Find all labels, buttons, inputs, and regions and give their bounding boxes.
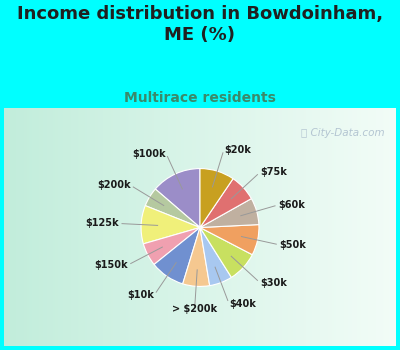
Text: Multirace residents: Multirace residents [124, 91, 276, 105]
Text: $150k: $150k [94, 260, 128, 270]
Text: $60k: $60k [278, 200, 305, 210]
Text: > $200k: > $200k [172, 304, 217, 314]
Text: $30k: $30k [260, 278, 287, 288]
Wedge shape [155, 169, 200, 228]
Text: $10k: $10k [128, 290, 154, 300]
Wedge shape [145, 189, 200, 228]
Text: $75k: $75k [260, 167, 287, 177]
Wedge shape [200, 228, 232, 286]
Wedge shape [141, 205, 200, 244]
Text: $20k: $20k [224, 145, 251, 155]
Wedge shape [200, 228, 252, 278]
Text: $125k: $125k [85, 218, 119, 229]
Wedge shape [183, 228, 210, 286]
Text: Income distribution in Bowdoinham,
ME (%): Income distribution in Bowdoinham, ME (%… [17, 5, 383, 44]
Text: $100k: $100k [132, 148, 166, 159]
Text: $40k: $40k [229, 299, 256, 308]
Text: ⓘ City-Data.com: ⓘ City-Data.com [301, 127, 384, 138]
Wedge shape [200, 169, 233, 228]
Wedge shape [200, 225, 259, 255]
Wedge shape [154, 228, 200, 284]
Text: $50k: $50k [280, 240, 306, 250]
Wedge shape [200, 198, 259, 228]
Wedge shape [143, 228, 200, 265]
Wedge shape [200, 179, 251, 228]
Text: $200k: $200k [97, 180, 130, 190]
